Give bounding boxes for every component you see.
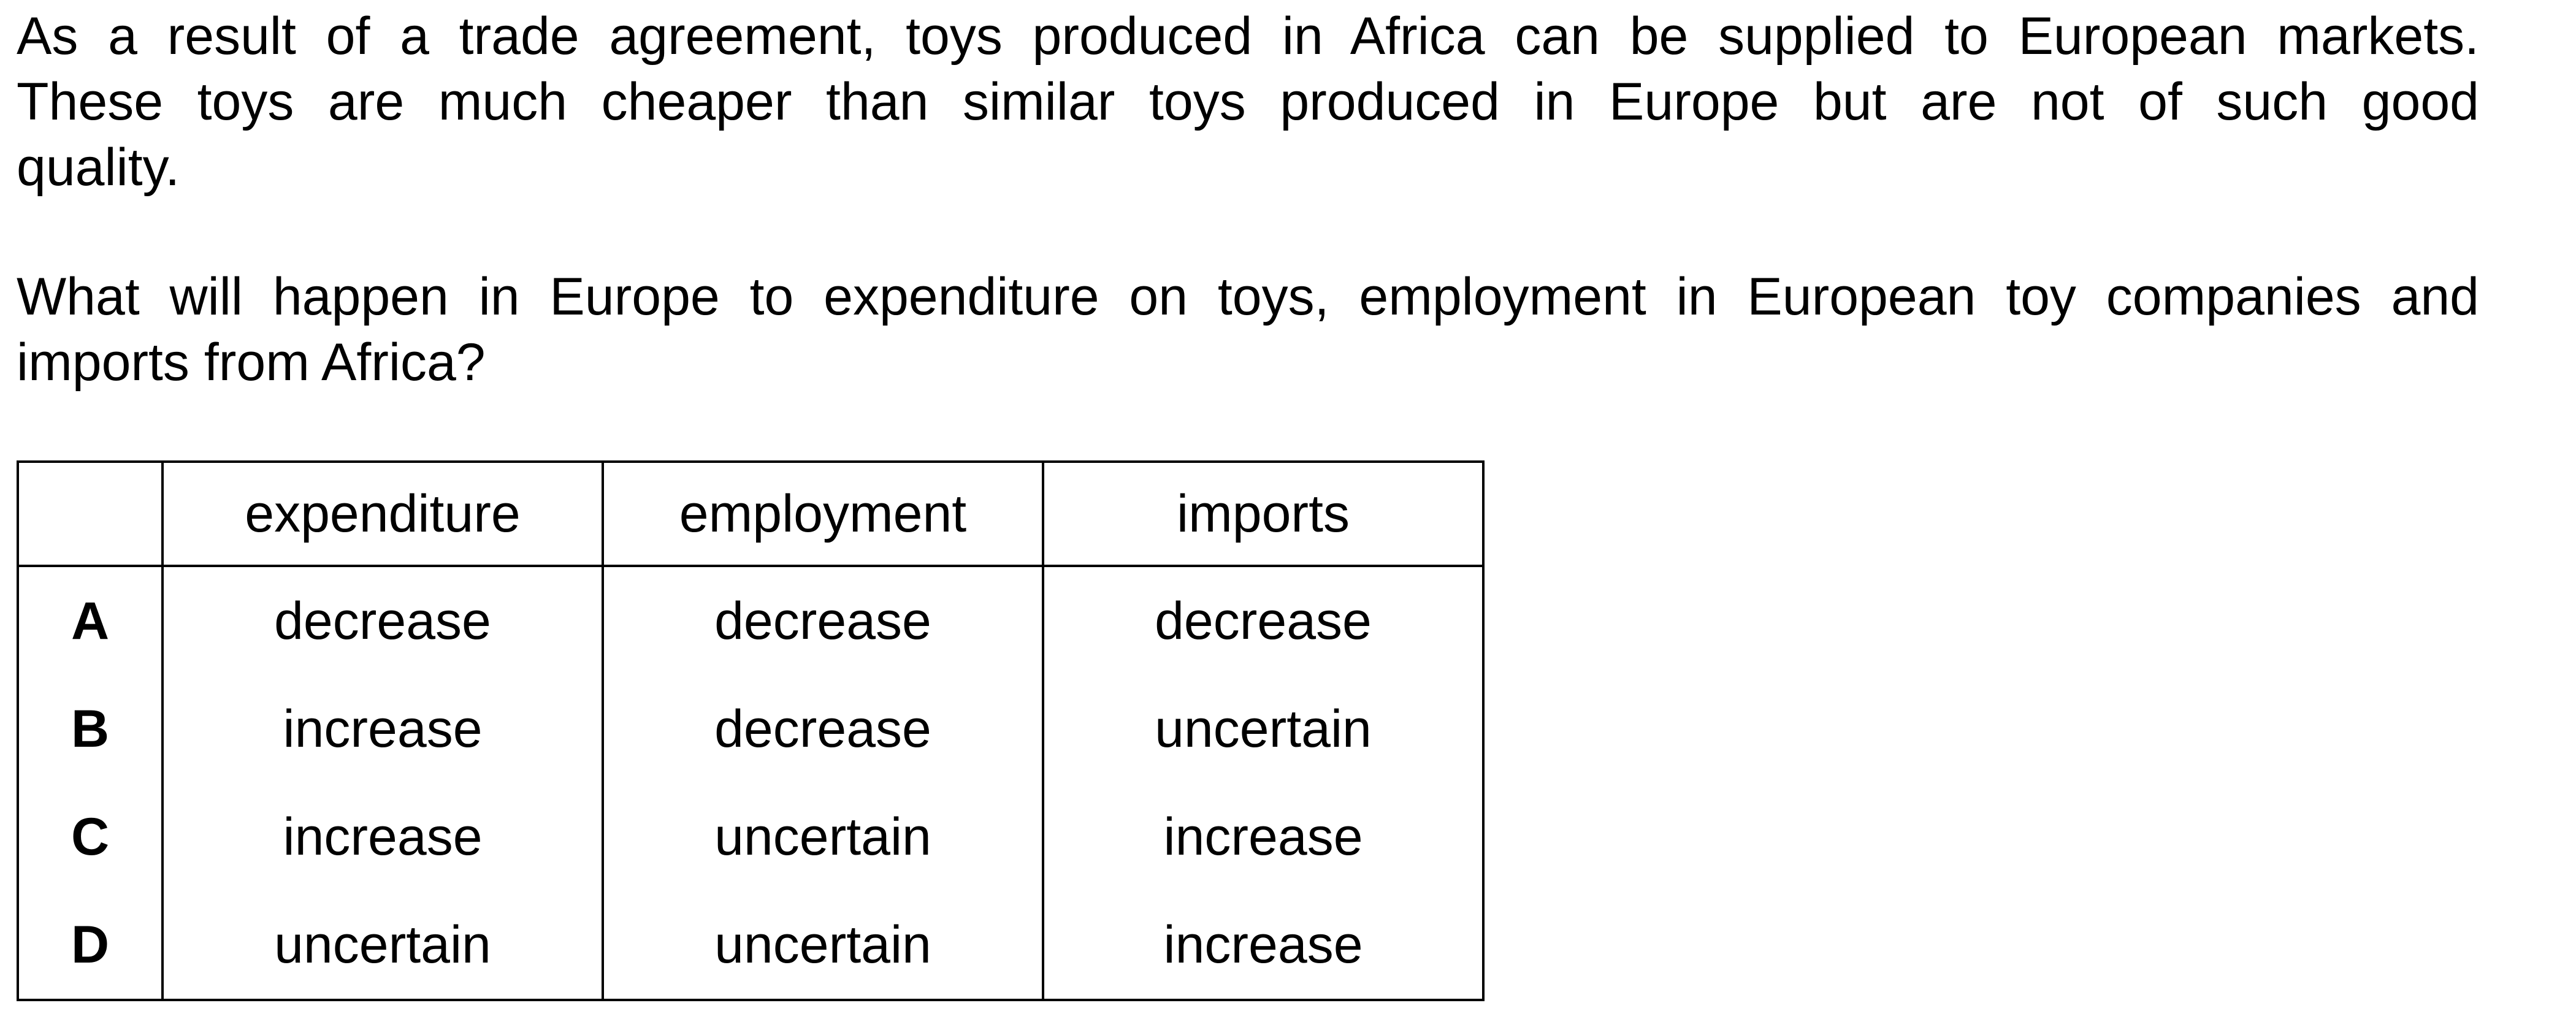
table-row-option-b: B increase decrease uncertain xyxy=(17,675,1485,783)
header-cell-employment: employment xyxy=(602,460,1044,567)
expenditure-cell: increase xyxy=(161,675,604,783)
table-row-option-c: C increase uncertain increase xyxy=(17,783,1485,891)
header-cell-expenditure: expenditure xyxy=(161,460,604,567)
expenditure-cell: decrease xyxy=(161,566,604,675)
employment-cell: uncertain xyxy=(602,891,1044,1001)
question-prompt-line: What will happen in Europe to expenditur… xyxy=(17,267,2479,326)
imports-cell: increase xyxy=(1042,891,1485,1001)
option-key-cell: A xyxy=(17,566,164,675)
question-stem-line: quality. xyxy=(17,138,180,197)
answer-options-table: expenditure employment imports A decreas… xyxy=(17,460,1485,1001)
question-prompt: What will happen in Europe to expenditur… xyxy=(17,264,2479,395)
question-stem-line: These toys are much cheaper than similar… xyxy=(17,72,2479,131)
expenditure-cell: increase xyxy=(161,783,604,891)
option-key-cell: C xyxy=(17,783,164,891)
question-stem: As a result of a trade agreement, toys p… xyxy=(17,4,2479,200)
option-key-cell: B xyxy=(17,675,164,783)
imports-cell: decrease xyxy=(1042,566,1485,675)
question-stem-line: As a result of a trade agreement, toys p… xyxy=(17,7,2479,66)
imports-cell: increase xyxy=(1042,783,1485,891)
header-cell-imports: imports xyxy=(1042,460,1485,567)
header-cell-blank xyxy=(17,460,164,567)
table-row-option-a: A decrease decrease decrease xyxy=(17,566,1485,675)
table-header-row: expenditure employment imports xyxy=(17,460,1485,567)
employment-cell: decrease xyxy=(602,675,1044,783)
question-prompt-line: imports from Africa? xyxy=(17,333,486,392)
employment-cell: uncertain xyxy=(602,783,1044,891)
table-row-option-d: D uncertain uncertain increase xyxy=(17,891,1485,1001)
employment-cell: decrease xyxy=(602,566,1044,675)
expenditure-cell: uncertain xyxy=(161,891,604,1001)
option-key-cell: D xyxy=(17,891,164,1001)
imports-cell: uncertain xyxy=(1042,675,1485,783)
